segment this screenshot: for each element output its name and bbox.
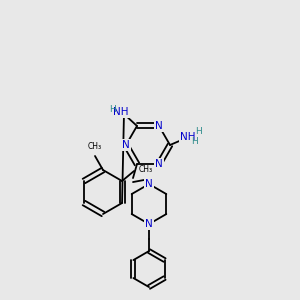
Text: N: N [145,179,153,189]
Text: H: H [110,105,116,114]
Text: N: N [155,159,163,169]
Text: N: N [155,121,163,131]
Text: N: N [122,140,130,150]
Text: NH: NH [113,107,129,117]
Text: H: H [190,137,197,146]
Text: CH₃: CH₃ [139,164,153,173]
Text: NH: NH [180,132,196,142]
Text: H: H [195,128,201,136]
Text: CH₃: CH₃ [88,142,102,151]
Text: N: N [145,219,153,229]
